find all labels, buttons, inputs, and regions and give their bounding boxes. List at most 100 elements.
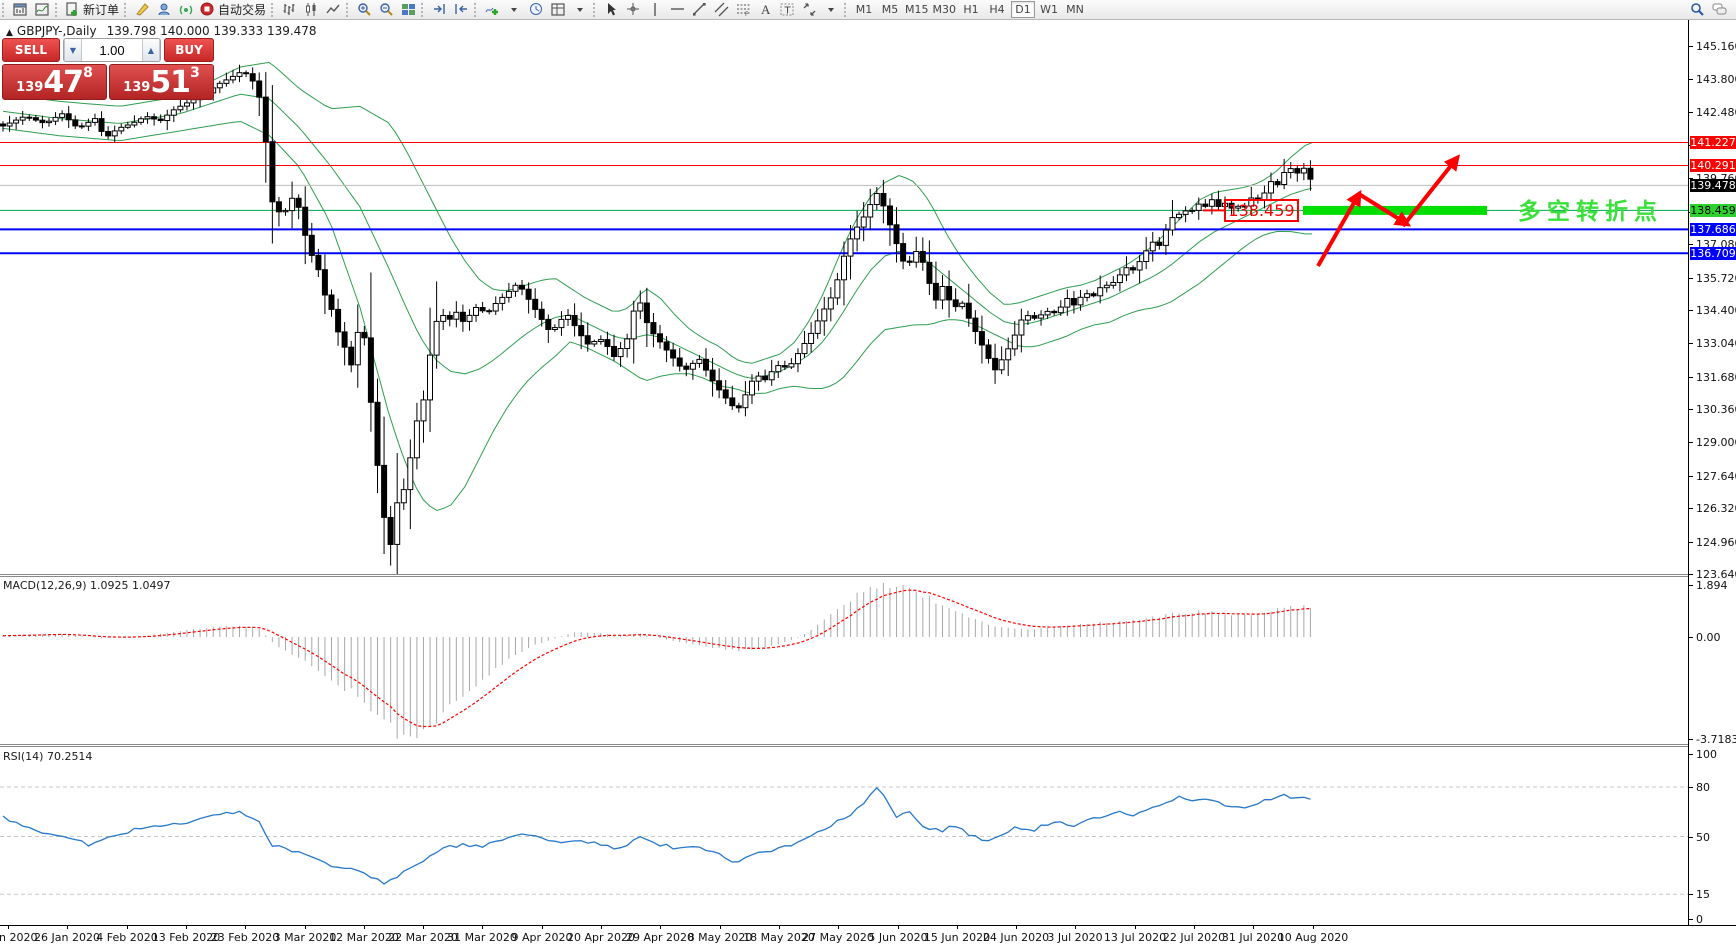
candle-body: [1228, 202, 1235, 209]
line-chart-mode-button[interactable]: [322, 1, 344, 19]
buy-price[interactable]: 139 51 3: [109, 64, 214, 100]
symbol-direction-icon[interactable]: ▲: [6, 28, 13, 38]
auto-trading-button[interactable]: 自动交易: [197, 1, 269, 19]
timeframe-m1-button[interactable]: M1: [855, 3, 873, 16]
templates-dropdown-button[interactable]: [569, 1, 591, 19]
signals-button[interactable]: [175, 1, 197, 19]
new-chart-button[interactable]: [9, 1, 31, 19]
timeframe-m5-button[interactable]: M5: [881, 3, 899, 16]
price-chart[interactable]: [0, 20, 1688, 574]
auto-scroll-button[interactable]: [450, 1, 472, 19]
tile-windows-button[interactable]: [397, 1, 419, 19]
candle-body: [992, 357, 999, 371]
chart-shift-button[interactable]: [428, 1, 450, 19]
svg-text:T: T: [783, 6, 791, 17]
candle-body: [965, 302, 972, 319]
candle-chart-mode-button[interactable]: [300, 1, 322, 19]
sell-price[interactable]: 139 47 8: [2, 64, 107, 100]
zoom-in-button[interactable]: [353, 1, 375, 19]
timeframe-h1-button[interactable]: H1: [963, 3, 979, 16]
svg-text:A: A: [761, 2, 771, 17]
timeframe-m30-button[interactable]: M30: [932, 3, 957, 16]
channel-tool-button[interactable]: [710, 1, 732, 19]
candle-body: [315, 254, 322, 271]
pane-separator[interactable]: [0, 744, 1736, 747]
sell-price-sup: 8: [83, 65, 93, 81]
toolbar-grip: [593, 2, 598, 17]
timeframe-d1-button[interactable]: D1: [1011, 1, 1036, 18]
timeframe-m15-button[interactable]: M15: [905, 3, 929, 16]
svg-text:F: F: [745, 11, 749, 17]
trendline-tool-button[interactable]: [688, 1, 710, 19]
turning-point-annotation[interactable]: 多空转折点: [1518, 199, 1663, 225]
trend-arrow-2[interactable]: [1357, 192, 1412, 227]
arrows-tool-button[interactable]: [798, 1, 820, 19]
buy-price-big: 51: [150, 65, 191, 100]
candle-body: [637, 302, 644, 312]
templates-button[interactable]: [547, 1, 569, 19]
pane-separator[interactable]: [0, 574, 1736, 577]
new-order-button[interactable]: 新订单: [62, 1, 122, 19]
support-zone-bar[interactable]: [1303, 205, 1487, 215]
cursor-tool-button[interactable]: [600, 1, 622, 19]
crosshair-tool-button[interactable]: [622, 1, 644, 19]
indicators-dropdown-button[interactable]: [503, 1, 525, 19]
date-label: 27 May 2020: [802, 931, 874, 944]
vertical-line-tool-button[interactable]: [644, 1, 666, 19]
timeframe-h4-button[interactable]: H4: [989, 3, 1005, 16]
text-tool-button[interactable]: A: [754, 1, 776, 19]
candle-body: [1064, 298, 1071, 308]
candle-body: [394, 502, 401, 545]
price-axis[interactable]: 145.160143.800142.480141.120139.760138.4…: [1688, 20, 1736, 926]
shapes-dropdown-button[interactable]: [820, 1, 842, 19]
timeframe-w1-button[interactable]: W1: [1040, 3, 1058, 16]
volume-decrease-button[interactable]: ▼: [64, 39, 82, 61]
linechart-icon: [325, 4, 340, 14]
candle-body: [1103, 284, 1110, 289]
candle-body: [1182, 210, 1189, 215]
candle-body: [473, 307, 479, 316]
volume-increase-button[interactable]: ▲: [142, 39, 160, 61]
search-button[interactable]: [1686, 1, 1708, 19]
expert-advisors-button[interactable]: [153, 1, 175, 19]
text-label-tool-button[interactable]: T: [776, 1, 798, 19]
rsi-chart[interactable]: [0, 748, 1688, 925]
date-label: 29 Apr 2020: [625, 931, 695, 944]
candle-body: [1123, 267, 1130, 276]
fibonacci-tool-button[interactable]: F: [732, 1, 754, 19]
sell-button[interactable]: SELL: [2, 38, 60, 62]
zoom-out-button[interactable]: [375, 1, 397, 19]
macd-chart[interactable]: [0, 577, 1688, 743]
date-label: 3 Jul 2020: [1047, 931, 1103, 944]
candle-body: [834, 279, 841, 299]
labelT-icon: T: [780, 3, 794, 17]
candle-body: [788, 363, 795, 368]
date-tick: [957, 926, 958, 929]
metaeditor-button[interactable]: [131, 1, 153, 19]
buy-button[interactable]: BUY: [164, 38, 214, 62]
date-label: 9 Apr 2020: [511, 931, 573, 944]
timeframe-mn-button[interactable]: MN: [1066, 3, 1084, 16]
community-chat-button[interactable]: [1708, 1, 1730, 19]
candle-body: [703, 358, 709, 371]
price-annotation-box[interactable]: 138.459: [1224, 199, 1299, 222]
candle-body: [262, 96, 269, 143]
periods-button[interactable]: [525, 1, 547, 19]
candle-body: [538, 308, 545, 320]
chart-profiles-button[interactable]: [31, 1, 53, 19]
trend-arrow-3[interactable]: [1401, 154, 1460, 228]
trend-arrow-1[interactable]: [1316, 189, 1362, 267]
candle-body: [722, 389, 729, 399]
candle-body: [1208, 199, 1215, 207]
candle-body: [105, 131, 112, 137]
candle-body: [558, 318, 565, 329]
indicators-button[interactable]: [481, 1, 503, 19]
volume-input[interactable]: [82, 39, 142, 61]
candle-body: [164, 114, 171, 121]
textA-icon: A: [761, 2, 771, 17]
date-label: 22 Mar 2020: [388, 931, 458, 944]
horizontal-line-tool-button[interactable]: [666, 1, 688, 19]
bar-chart-mode-button[interactable]: [278, 1, 300, 19]
price-tick: [1689, 343, 1693, 344]
